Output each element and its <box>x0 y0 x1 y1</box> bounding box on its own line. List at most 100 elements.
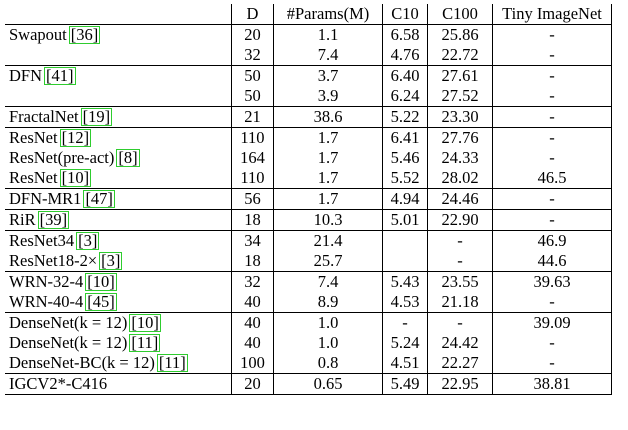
citation-link[interactable]: [10] <box>85 272 117 291</box>
citation-link[interactable]: [45] <box>85 292 117 311</box>
cell-params: 1.7 <box>273 148 383 168</box>
cell-params: 38.6 <box>273 106 383 128</box>
cell-method: WRN-40-4 [45] <box>5 292 232 313</box>
table-row: 32 7.4 4.76 22.72- <box>5 45 612 66</box>
header-c100: C100 <box>427 4 493 25</box>
cell-c10: 6.41 <box>382 127 428 148</box>
header-params: #Params(M) <box>273 4 383 25</box>
cell-c10: 5.22 <box>382 106 428 128</box>
citation-link[interactable]: [47] <box>83 189 115 208</box>
method-name: WRN-40-4 <box>9 292 84 311</box>
table-row: DenseNet-BC(k = 12) [11] 100 0.8 4.51 22.27- <box>5 353 612 374</box>
cell-depth: 40 <box>231 292 274 313</box>
cell-c10 <box>382 230 428 251</box>
cell-params: 25.7 <box>273 251 383 272</box>
table-row: ResNet34 [3] 34 21.4-46.9 <box>5 230 612 251</box>
cell-method: ResNet34 [3] <box>5 230 232 251</box>
citation-link[interactable]: [8] <box>116 148 140 167</box>
cell-c100: 28.02 <box>427 168 493 189</box>
cell-tiny-imagenet: - <box>492 188 612 210</box>
table-row: ResNet18-2× [3] 18 25.7-44.6 <box>5 251 612 272</box>
cell-params: 21.4 <box>273 230 383 251</box>
cell-tiny-imagenet: - <box>492 45 612 66</box>
citation-link[interactable]: [3] <box>99 251 123 270</box>
citation-link[interactable]: [39] <box>37 210 70 229</box>
method-name: DenseNet(k = 12) <box>9 313 128 332</box>
cell-depth: 20 <box>231 24 274 45</box>
cell-params: 7.4 <box>273 271 383 292</box>
cell-method: ResNet(pre-act) [8] <box>5 148 232 168</box>
cell-c10: 5.52 <box>382 168 428 189</box>
cell-depth: 40 <box>231 312 274 333</box>
cell-params: 1.1 <box>273 24 383 45</box>
cell-method: DenseNet(k = 12) [11] <box>5 333 232 353</box>
method-name: ResNet34 <box>9 231 75 250</box>
cell-c10: 5.24 <box>382 333 428 353</box>
table-row: ResNet [12] 110 1.7 6.41 27.76- <box>5 127 612 148</box>
method-name: WRN-32-4 <box>9 272 84 291</box>
method-name: DFN <box>9 66 43 85</box>
table-row: DenseNet(k = 12) [10] 40 1.0- -39.09 <box>5 312 612 333</box>
cell-tiny-imagenet: 46.9 <box>492 230 612 251</box>
cell-c100: 27.76 <box>427 127 493 148</box>
table-row: 50 3.9 6.24 27.52- <box>5 86 612 107</box>
citation-link[interactable]: [19] <box>80 107 113 126</box>
cell-params: 1.7 <box>273 188 383 210</box>
citation-link[interactable]: [41] <box>44 66 76 85</box>
cell-tiny-imagenet: - <box>492 292 612 313</box>
cell-c100: 27.61 <box>427 65 493 86</box>
cell-method: DenseNet(k = 12) [10] <box>5 312 232 333</box>
cell-c10: 4.51 <box>382 353 428 374</box>
cell-depth: 110 <box>231 127 274 148</box>
cell-c100: 23.30 <box>427 106 493 128</box>
cell-tiny-imagenet: - <box>492 106 612 128</box>
cell-c10: - <box>382 312 428 333</box>
citation-link[interactable]: [11] <box>129 333 161 352</box>
cell-c10: 6.40 <box>382 65 428 86</box>
cell-depth: 32 <box>231 271 274 292</box>
table-row: FractalNet [19] 21 38.6 5.22 23.30- <box>5 106 612 128</box>
cell-tiny-imagenet: - <box>492 353 612 374</box>
cell-params: 8.9 <box>273 292 383 313</box>
cell-c100: 25.86 <box>427 24 493 45</box>
cell-tiny-imagenet: - <box>492 127 612 148</box>
citation-link[interactable]: [11] <box>156 353 188 372</box>
header-tiny-imagenet: Tiny ImageNet <box>492 4 612 25</box>
cell-params: 1.0 <box>273 312 383 333</box>
cell-tiny-imagenet: - <box>492 209 612 231</box>
cell-method: ResNet18-2× [3] <box>5 251 232 272</box>
table-row: DenseNet(k = 12) [11] 40 1.0 5.24 24.42- <box>5 333 612 353</box>
cell-method: Swapout [36] <box>5 24 232 45</box>
table-row: Swapout [36] 20 1.1 6.58 25.86- <box>5 24 612 45</box>
table-body: Swapout [36] 20 1.1 6.58 25.86-32 7.4 4.76 22.72… <box>5 24 612 395</box>
cell-tiny-imagenet: - <box>492 148 612 168</box>
method-name: ResNet(pre-act) <box>9 148 115 167</box>
cell-c100: 24.33 <box>427 148 493 168</box>
cell-c10: 5.46 <box>382 148 428 168</box>
header-method <box>5 4 232 25</box>
citation-link[interactable]: [12] <box>59 128 92 147</box>
cell-method: IGCV2*-C416 <box>5 373 232 395</box>
cell-params: 1.0 <box>273 333 383 353</box>
cell-params: 7.4 <box>273 45 383 66</box>
method-name: ResNet18-2× <box>9 251 98 270</box>
cell-method <box>5 45 232 66</box>
cell-c10 <box>382 251 428 272</box>
citation-link[interactable]: [36] <box>68 25 101 44</box>
citation-link[interactable]: [3] <box>76 231 100 250</box>
method-name: RiR <box>9 210 36 229</box>
citation-link[interactable]: [10] <box>129 313 161 332</box>
citation-link[interactable]: [10] <box>59 168 92 187</box>
method-name: DenseNet-BC(k = 12) <box>9 353 155 372</box>
cell-depth: 100 <box>231 353 274 374</box>
cell-method: RiR [39] <box>5 209 232 231</box>
cell-c100: 22.90 <box>427 209 493 231</box>
table-row: IGCV2*-C416 20 0.65 5.49 22.95 38.81 <box>5 373 612 395</box>
cell-depth: 18 <box>231 209 274 231</box>
method-name: ResNet <box>9 168 58 187</box>
cell-params: 0.8 <box>273 353 383 374</box>
cell-method: ResNet [12] <box>5 127 232 148</box>
cell-depth: 32 <box>231 45 274 66</box>
method-name: IGCV2*-C416 <box>9 374 108 393</box>
cell-tiny-imagenet: - <box>492 65 612 86</box>
